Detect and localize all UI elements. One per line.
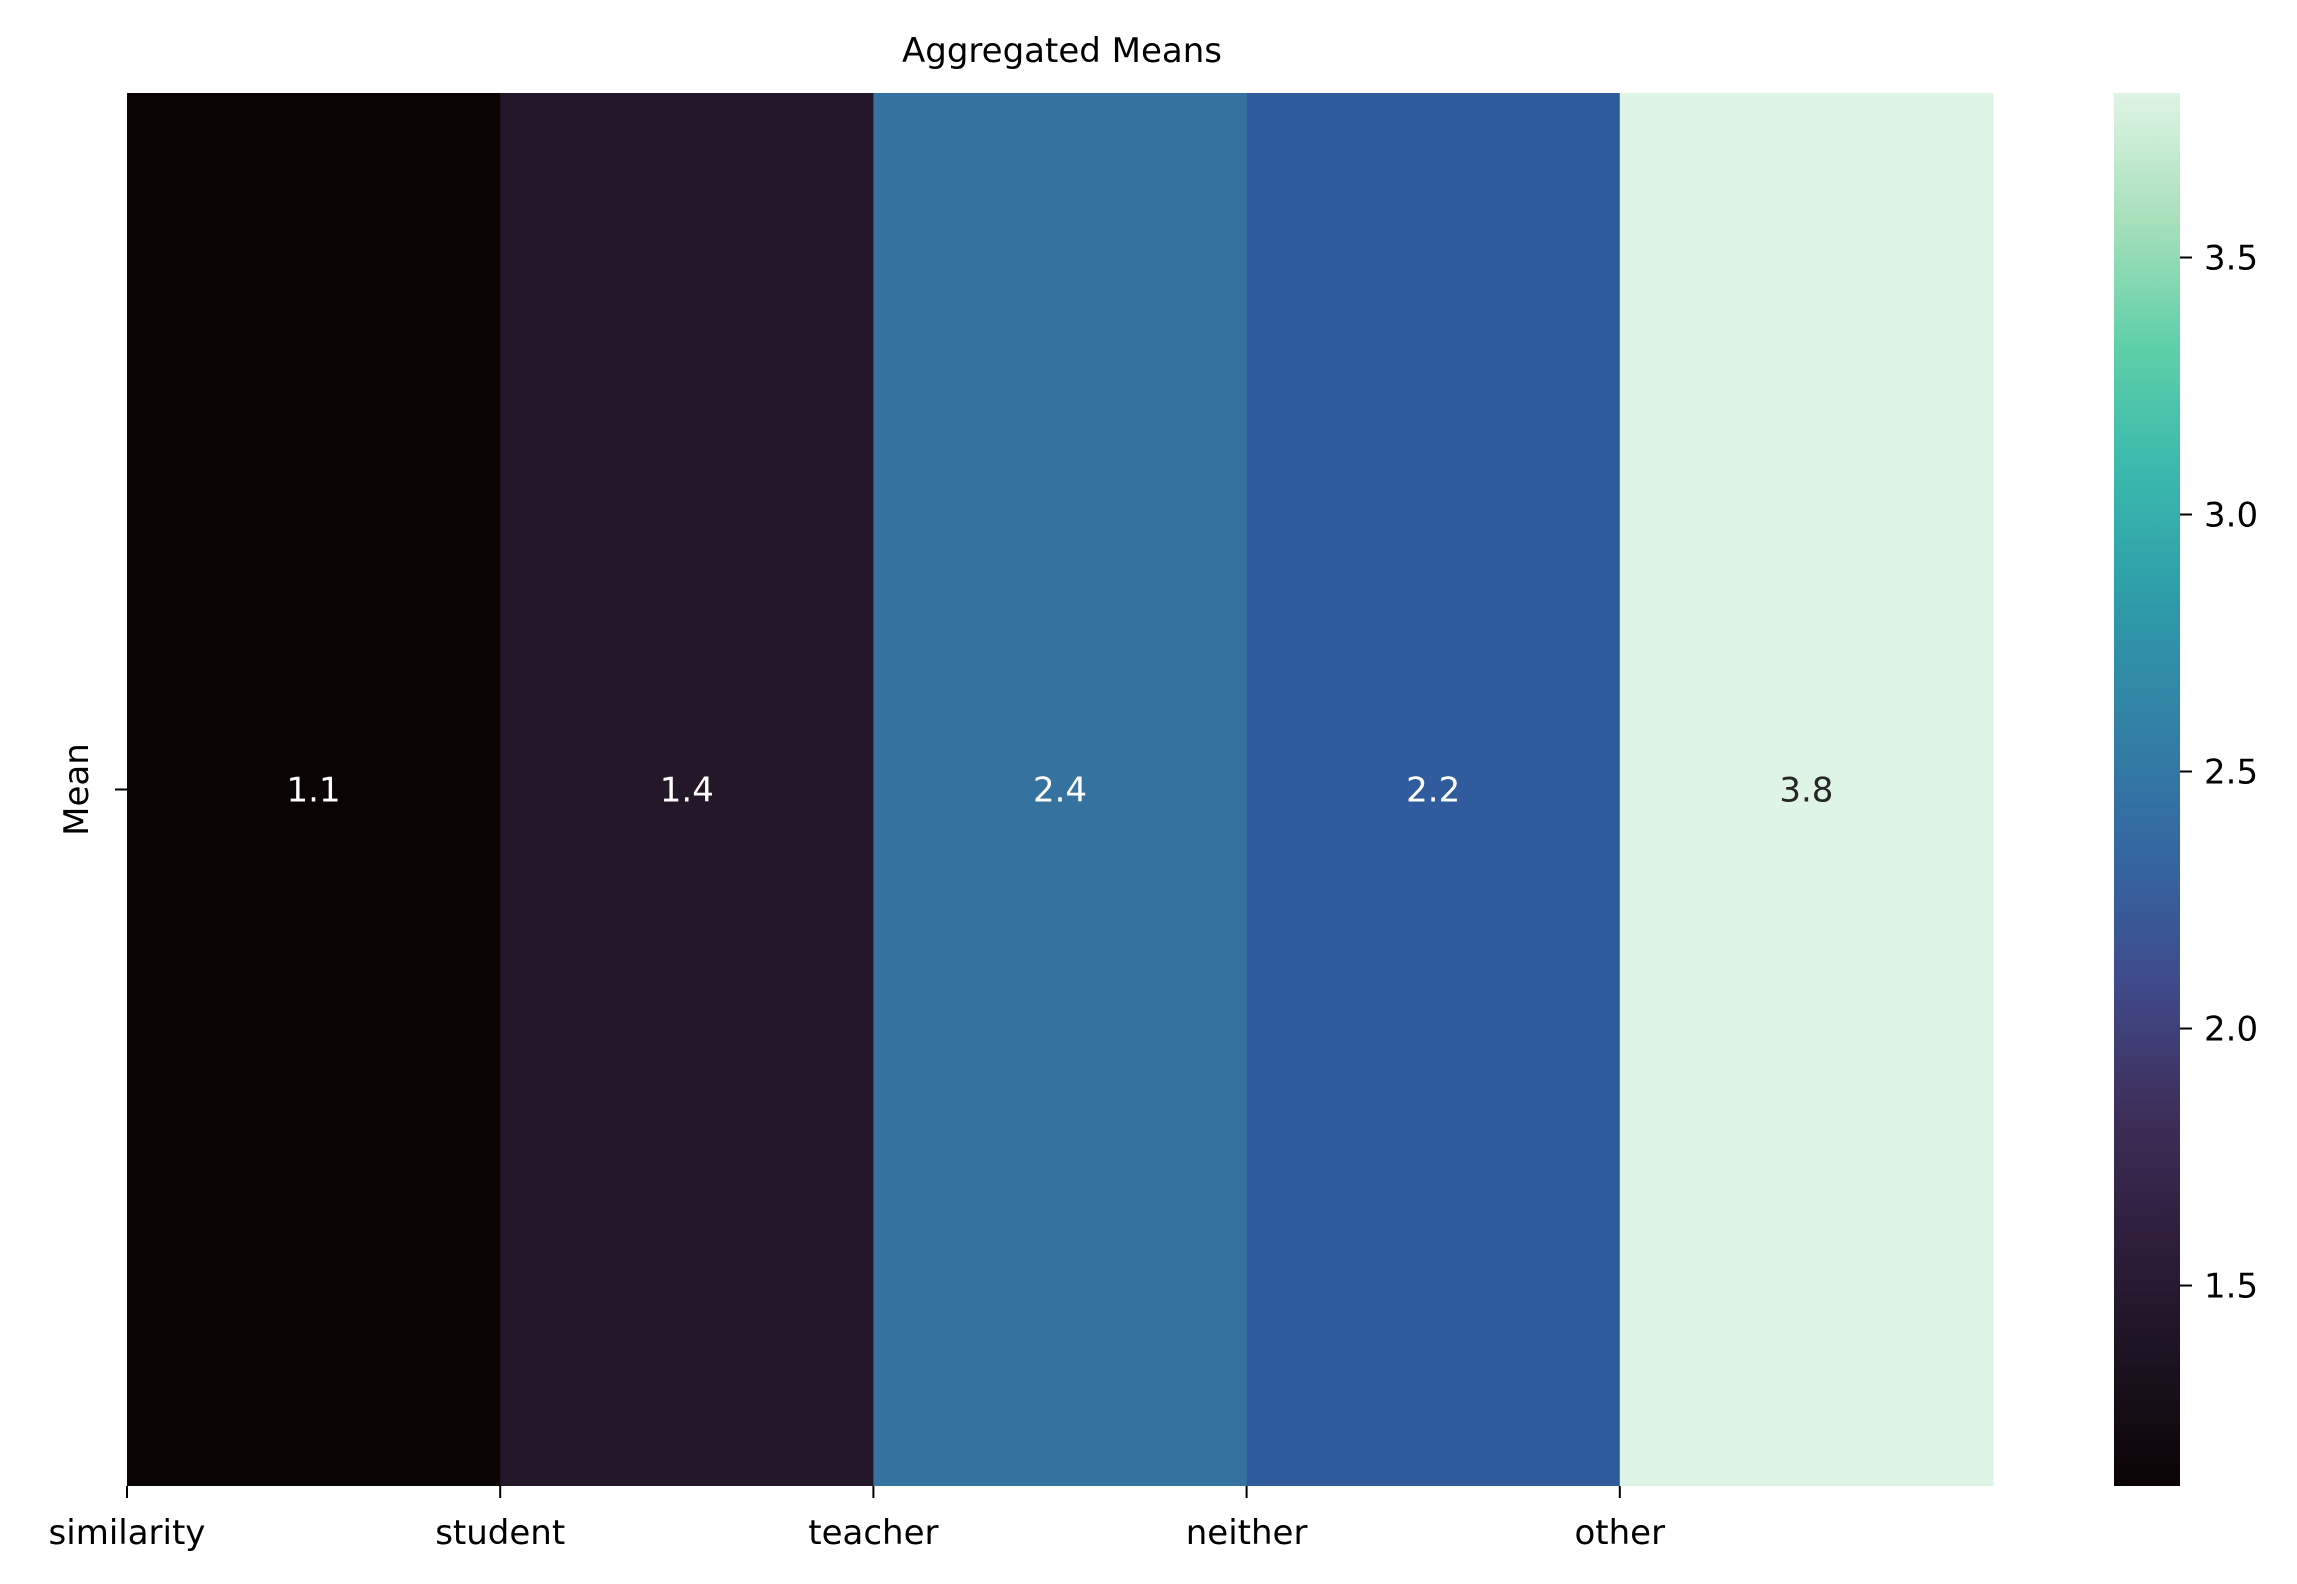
heatmap-cell-other (1619, 93, 1994, 1486)
chart-title: Aggregated Means (902, 31, 1222, 71)
cell-value-label-similarity: 1.1 (287, 771, 341, 811)
cell-value-label-neither: 2.2 (1406, 771, 1460, 811)
x-axis: similarity student teacher neither other (49, 1486, 1666, 1553)
colorbar-tick-label: 3.0 (2204, 495, 2258, 535)
colorbar-tick-label: 2.0 (2204, 1010, 2258, 1050)
y-axis: Mean (57, 743, 127, 836)
cell-value-label-other: 3.8 (1779, 771, 1833, 811)
heatmap-cell-neither (1246, 93, 1621, 1486)
x-tick-label-similarity: similarity (49, 1513, 206, 1553)
colorbar-axis: 1.5 2.0 2.5 3.0 3.5 (2180, 238, 2258, 1307)
heatmap-cell-teacher (873, 93, 1248, 1486)
colorbar-tick-label: 1.5 (2204, 1267, 2258, 1307)
heatmap-cells (127, 93, 1994, 1486)
x-tick-label-student: student (435, 1513, 565, 1553)
cell-value-label-teacher: 2.4 (1033, 771, 1087, 811)
x-tick-label-neither: neither (1186, 1513, 1308, 1553)
heatmap-cell-labels: 1.1 1.4 2.4 2.2 3.8 (287, 771, 1834, 811)
x-tick-label-teacher: teacher (808, 1513, 938, 1553)
heatmap-cell-similarity (127, 93, 501, 1486)
cell-value-label-student: 1.4 (660, 771, 714, 811)
colorbar-tick-label: 2.5 (2204, 753, 2258, 793)
colorbar (2114, 93, 2180, 1486)
heatmap-cell-student (500, 93, 874, 1486)
colorbar-tick-label: 3.5 (2204, 238, 2258, 278)
x-tick-label-other: other (1575, 1513, 1666, 1553)
y-tick-label-mean: Mean (57, 743, 97, 836)
